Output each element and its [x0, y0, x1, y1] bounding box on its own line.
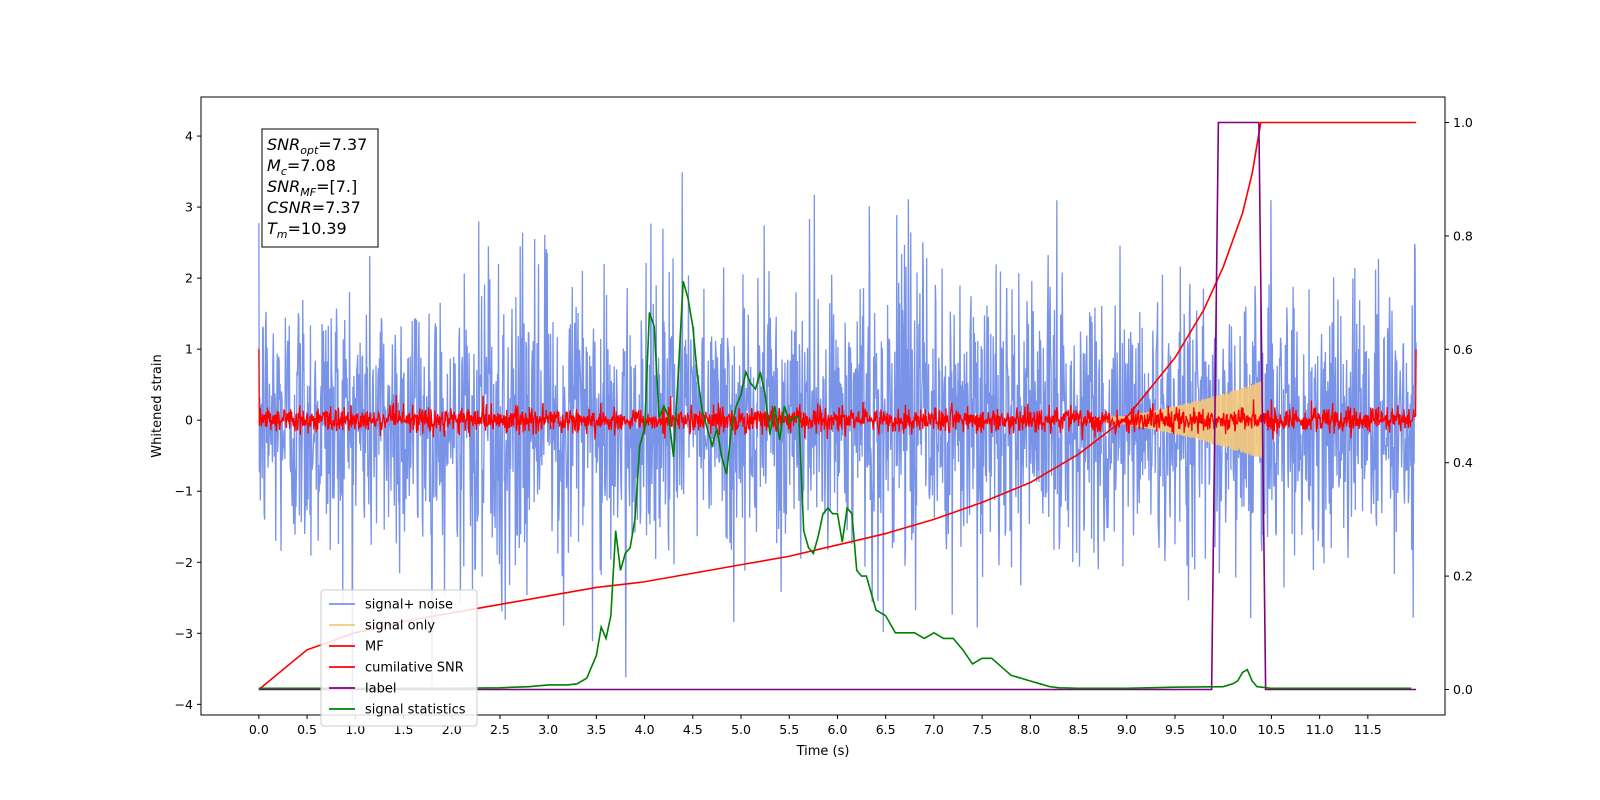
- x-tick-label: 2.5: [490, 722, 510, 737]
- x-tick-label: 5.0: [731, 722, 751, 737]
- y-tick-label: −2: [175, 555, 193, 570]
- plot-frame: [200, 96, 1446, 716]
- y-tick-label: 4: [185, 129, 193, 144]
- x-tick-label: 4.5: [683, 722, 703, 737]
- x-tick-label: 5.5: [779, 722, 799, 737]
- legend-label-signal-noise: signal+ noise: [365, 598, 453, 613]
- legend-label-signal-statistics: signal statistics: [365, 703, 466, 718]
- annotation-line: Tm=10.39: [267, 219, 347, 241]
- y-tick-label: 1: [185, 342, 193, 357]
- y2-tick-label: 0.4: [1453, 455, 1473, 470]
- y-axis-right: 1.0 0.8 0.6 0.4 0.2 0.0: [1445, 115, 1473, 697]
- y-tick-label: 2: [185, 271, 193, 286]
- x-tick-label: 4.0: [635, 722, 655, 737]
- series-signal-statistics: [258, 281, 1412, 690]
- x-tick-label: 10.0: [1209, 722, 1237, 737]
- y2-tick-label: 0.2: [1453, 569, 1473, 584]
- x-tick-label: 7.0: [924, 722, 944, 737]
- x-tick-label: 7.5: [972, 722, 992, 737]
- y-tick-label: −1: [175, 484, 193, 499]
- x-tick-label: 11.5: [1354, 722, 1382, 737]
- series-layer: [258, 121, 1417, 708]
- series-mf: [258, 349, 1417, 441]
- y-tick-label: 3: [185, 200, 193, 215]
- x-tick-label: 8.0: [1020, 722, 1040, 737]
- y2-tick-label: 0.0: [1453, 682, 1473, 697]
- y2-tick-label: 0.8: [1453, 228, 1473, 243]
- y2-tick-label: 0.6: [1453, 342, 1473, 357]
- x-tick-label: 9.5: [1165, 722, 1185, 737]
- y-axis-left: 4 3 2 1 0 −1 −2 −3 −4: [175, 129, 201, 712]
- x-tick-label: 10.5: [1257, 722, 1285, 737]
- y-tick-label: −4: [175, 697, 193, 712]
- x-tick-label: 3.5: [586, 722, 606, 737]
- x-tick-label: 3.0: [538, 722, 558, 737]
- series-label: [258, 121, 1417, 691]
- y-axis-label: Whitened strain: [150, 354, 165, 457]
- y-tick-label: 0: [185, 413, 193, 428]
- y-tick-label: −3: [175, 626, 193, 641]
- annotation-line: SNRopt=7.37: [267, 135, 367, 157]
- legend-frame: [320, 589, 478, 727]
- y2-tick-label: 1.0: [1453, 115, 1473, 130]
- x-tick-label: 11.0: [1306, 722, 1334, 737]
- legend-label-label: label: [365, 682, 396, 697]
- x-tick-label: 6.0: [828, 722, 848, 737]
- legend-label-signal-only: signal only: [365, 619, 435, 634]
- x-axis-label: Time (s): [796, 744, 850, 759]
- series-cumilative-snr: [258, 121, 1417, 691]
- legend-label-mf: MF: [365, 640, 384, 655]
- x-tick-label: 8.5: [1069, 722, 1089, 737]
- series-signal-noise: [258, 172, 1417, 708]
- legend-label-cumilative-snr: cumilative SNR: [365, 661, 464, 676]
- x-tick-label: 6.5: [876, 722, 896, 737]
- x-tick-label: 9.0: [1117, 722, 1137, 737]
- annotation-line: CSNR=7.37: [267, 198, 361, 217]
- stats-annotation-frame: [261, 128, 379, 248]
- x-tick-label: 0.5: [297, 722, 317, 737]
- legend: signal+ noise signal only MF cumilative SNR…: [320, 589, 478, 727]
- x-tick-label: 0.0: [249, 722, 269, 737]
- annotation-line: SNRMF=[7.]: [267, 177, 357, 199]
- annotation-line: Mc=7.08: [267, 156, 336, 178]
